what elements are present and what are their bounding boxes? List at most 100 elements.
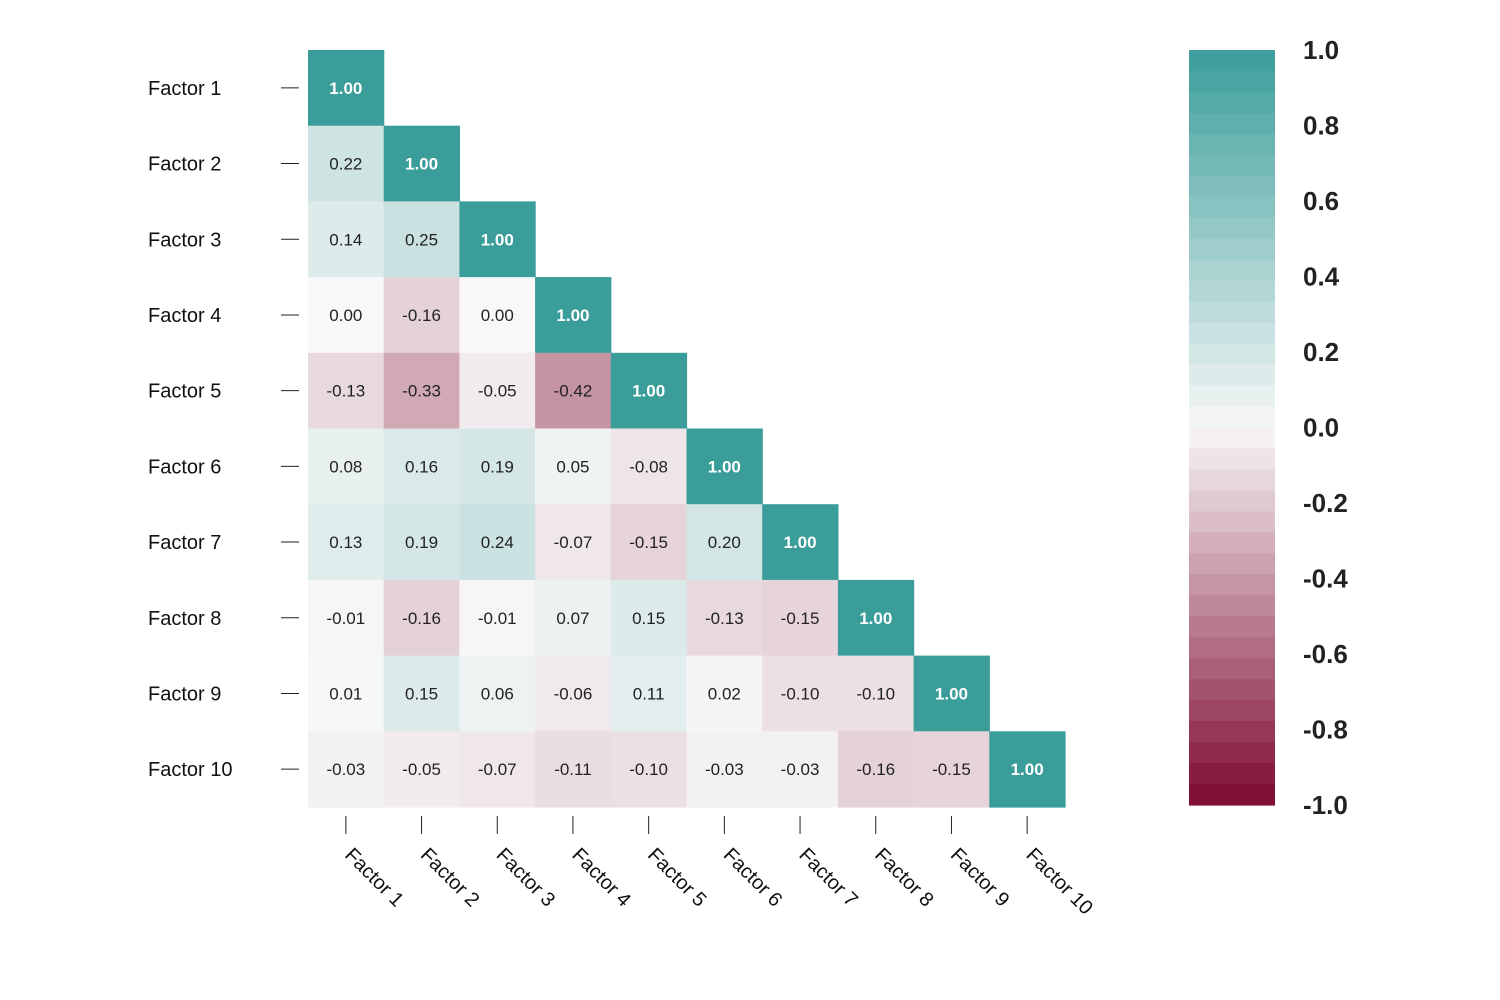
cell-value-label: 1.00 [1011,760,1044,779]
cell-value-label: 0.14 [329,230,362,249]
colorbar-level [1189,700,1275,722]
colorbar-level [1189,343,1275,366]
cell-value-label: 1.00 [481,230,514,249]
colorbar-tick-label: -0.6 [1303,639,1348,669]
column-label: Factor 9 [946,844,1013,911]
heatmap-cell [308,504,385,581]
colorbar-level [1189,133,1275,156]
heatmap-cell [459,731,536,808]
cell-value-label: -0.03 [705,760,744,779]
cell-value-label: 0.25 [405,230,438,249]
cell-value-label: -0.07 [554,533,593,552]
cell-value-label: -0.13 [326,382,365,401]
heatmap-cell [686,428,763,505]
cell-value-label: -0.07 [478,760,517,779]
heatmap-cell [383,125,460,202]
cell-value-label: -0.05 [402,760,441,779]
colorbar-level [1189,616,1275,638]
column-label: Factor 10 [1022,844,1097,919]
cell-value-label: 0.15 [405,684,438,703]
heatmap-cell [535,731,612,808]
heatmap-cell [686,504,763,581]
heatmap-cell [610,352,688,430]
colorbar-level [1189,196,1275,219]
cell-value-label: -0.03 [326,760,365,779]
cell-value-label: -0.03 [781,760,820,779]
colorbar-level [1189,637,1275,659]
heatmap-cell [308,50,385,127]
colorbar-level [1189,490,1275,512]
heatmap-cell [686,731,763,808]
colorbar-tick-label: 0.8 [1303,111,1339,141]
cell-value-label: 1.00 [632,382,665,401]
cell-value-label: -0.16 [402,306,441,325]
cell-value-label: 0.11 [633,684,665,703]
heatmap-cell [535,579,612,657]
heatmap-cell [535,655,612,732]
row-label: Factor 3 [148,229,221,251]
row-label: Factor 2 [148,154,221,176]
colorbar-level [1189,322,1275,345]
heatmap-cell [308,125,385,202]
colorbar-tick-label: -1.0 [1303,790,1348,820]
cell-value-label: 0.06 [481,684,514,703]
colorbar-level [1189,175,1275,198]
colorbar-level [1189,50,1275,72]
heatmap-cell [535,504,612,581]
colorbar-level [1189,112,1275,135]
heatmap-cell [535,277,612,354]
heatmap-cells: 1.00 0.22 1.00 0.14 0.25 1.00 0.00 -0.16 0.00 1.0… [308,50,1066,808]
column-label: Factor 7 [795,844,862,911]
cell-value-label: -0.05 [478,382,517,401]
heatmap-cell [459,504,536,581]
cell-value-label: 0.19 [481,457,514,476]
colorbar-level [1189,784,1275,806]
colorbar-level [1189,238,1275,261]
cell-value-label: -0.06 [554,684,593,703]
heatmap-cell [459,655,536,732]
heatmap-cell [459,579,536,657]
colorbar-tick-label: 0.6 [1303,186,1339,216]
cell-value-label: 0.01 [329,684,362,703]
cell-value-label: 0.00 [329,306,362,325]
heatmap-cell [837,579,915,657]
heatmap-cell [686,655,763,732]
heatmap-cell [459,352,536,430]
heatmap-cell [308,428,385,505]
cell-value-label: 0.20 [708,533,741,552]
cell-value-label: 1.00 [935,684,968,703]
colorbar-tick-label: -0.2 [1303,488,1348,518]
cell-value-label: -0.33 [402,382,441,401]
colorbar-level [1189,427,1275,450]
cell-value-label: 0.24 [481,533,514,552]
heatmap-cell [308,277,385,354]
heatmap-cell [913,731,990,808]
heatmap-cell [535,428,612,505]
cell-value-label: -0.16 [856,760,895,779]
row-label: Factor 10 [148,759,232,781]
heatmap-cell [308,352,385,430]
heatmap-cell [610,731,688,808]
heatmap-cell [989,731,1066,808]
cell-value-label: 0.02 [708,684,741,703]
cell-value-label: -0.11 [554,760,592,779]
cell-value-label: -0.15 [781,609,820,628]
colorbar-level [1189,448,1275,471]
heatmap-cell [383,201,460,278]
colorbar-level [1189,259,1275,282]
colorbar-tick-label: -0.8 [1303,715,1348,745]
colorbar-level [1189,301,1275,324]
column-label: Factor 2 [416,844,483,911]
colorbar-level [1189,70,1275,93]
colorbar-level [1189,658,1275,680]
colorbar-level [1189,574,1275,596]
cell-value-label: 0.16 [405,457,438,476]
column-label: Factor 4 [567,844,634,911]
cell-value-label: 1.00 [329,79,362,98]
colorbar-level [1189,763,1275,785]
cell-value-label: 0.13 [329,533,362,552]
colorbar-tick-label: 1.0 [1303,35,1339,65]
colorbar-level [1189,721,1275,743]
cell-value-label: 0.15 [632,609,665,628]
cell-value-label: 1.00 [556,306,589,325]
